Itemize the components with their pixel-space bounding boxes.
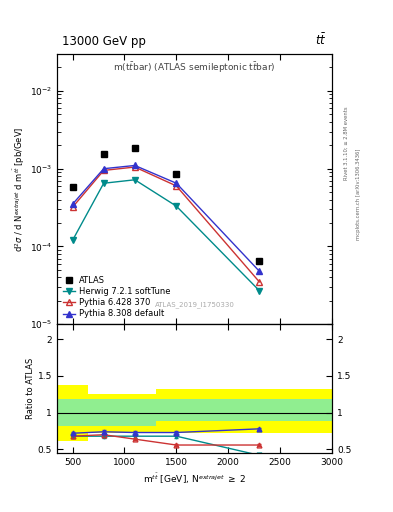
ATLAS (132, 145, 137, 151)
Herwig 7.2.1 softTune (101, 180, 106, 186)
Y-axis label: Ratio to ATLAS: Ratio to ATLAS (26, 358, 35, 419)
Text: m(t$\bar{t}$bar) (ATLAS semileptonic t$\bar{t}$bar): m(t$\bar{t}$bar) (ATLAS semileptonic t$\… (113, 60, 276, 75)
Herwig 7.2.1 softTune (257, 288, 262, 294)
Y-axis label: d$^{2}\sigma$ / d N$^{extra jet}$ d m$^{t\bar{t}}$ [pb/GeV]: d$^{2}\sigma$ / d N$^{extra jet}$ d m$^{… (11, 126, 27, 252)
Pythia 6.428 370 (132, 164, 137, 170)
Herwig 7.2.1 softTune (70, 237, 75, 243)
Text: Rivet 3.1.10; ≥ 2.8M events: Rivet 3.1.10; ≥ 2.8M events (344, 106, 349, 180)
Text: ATLAS_2019_I1750330: ATLAS_2019_I1750330 (154, 302, 235, 308)
Pythia 6.428 370 (70, 204, 75, 210)
Pythia 8.308 default (132, 162, 137, 168)
X-axis label: m$^{t\bar{t}}$ [GeV], N$^{extra jet}$ $\geq$ 2: m$^{t\bar{t}}$ [GeV], N$^{extra jet}$ $\… (143, 471, 246, 486)
Legend: ATLAS, Herwig 7.2.1 softTune, Pythia 6.428 370, Pythia 8.308 default: ATLAS, Herwig 7.2.1 softTune, Pythia 6.4… (61, 274, 172, 320)
ATLAS (257, 258, 262, 264)
Herwig 7.2.1 softTune (132, 177, 137, 183)
Line: Herwig 7.2.1 softTune: Herwig 7.2.1 softTune (70, 177, 263, 294)
Pythia 8.308 default (257, 268, 262, 274)
Line: Pythia 8.308 default: Pythia 8.308 default (70, 162, 263, 274)
Pythia 8.308 default (70, 201, 75, 207)
Pythia 6.428 370 (174, 183, 179, 189)
Line: ATLAS: ATLAS (70, 145, 263, 264)
Pythia 6.428 370 (101, 167, 106, 174)
Pythia 8.308 default (101, 165, 106, 172)
Pythia 8.308 default (174, 180, 179, 186)
ATLAS (70, 184, 75, 190)
Text: mcplots.cern.ch [arXiv:1306.3436]: mcplots.cern.ch [arXiv:1306.3436] (356, 149, 361, 240)
Text: t$\bar{t}$: t$\bar{t}$ (315, 33, 327, 48)
Herwig 7.2.1 softTune (174, 203, 179, 209)
ATLAS (101, 151, 106, 157)
Pythia 6.428 370 (257, 279, 262, 285)
Text: 13000 GeV pp: 13000 GeV pp (62, 35, 146, 48)
Line: Pythia 6.428 370: Pythia 6.428 370 (70, 164, 263, 285)
ATLAS (174, 171, 179, 177)
